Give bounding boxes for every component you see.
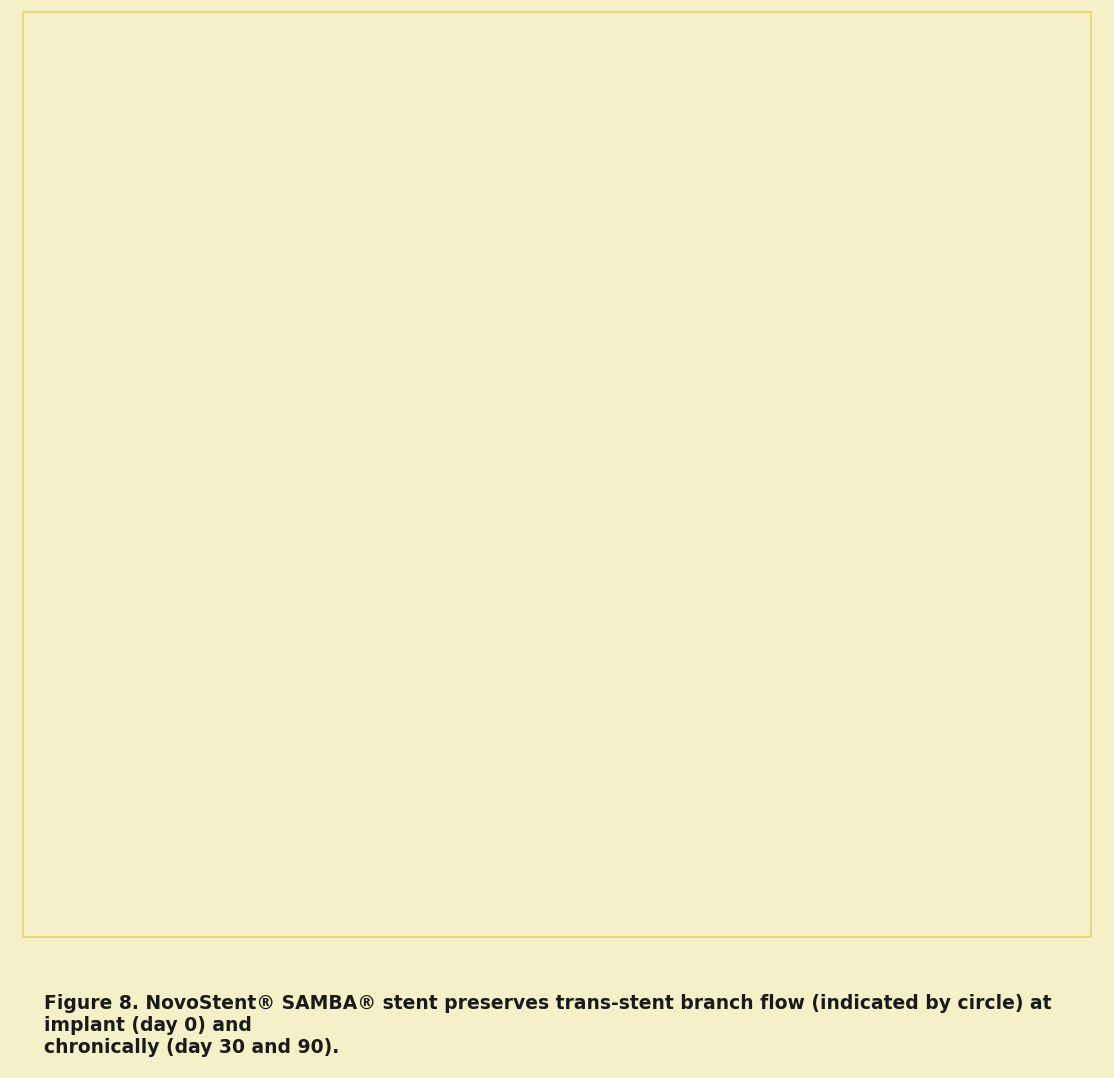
Text: Day 0: Day 0 [70,58,143,83]
Text: Day 0: Day 0 [604,58,676,83]
Text: Figure 8. NovoStent® SAMBA® stent preserves trans-stent branch flow (indicated b: Figure 8. NovoStent® SAMBA® stent preser… [43,994,1052,1056]
Text: Day 90: Day 90 [604,521,693,545]
Text: Day 30: Day 30 [70,521,159,545]
